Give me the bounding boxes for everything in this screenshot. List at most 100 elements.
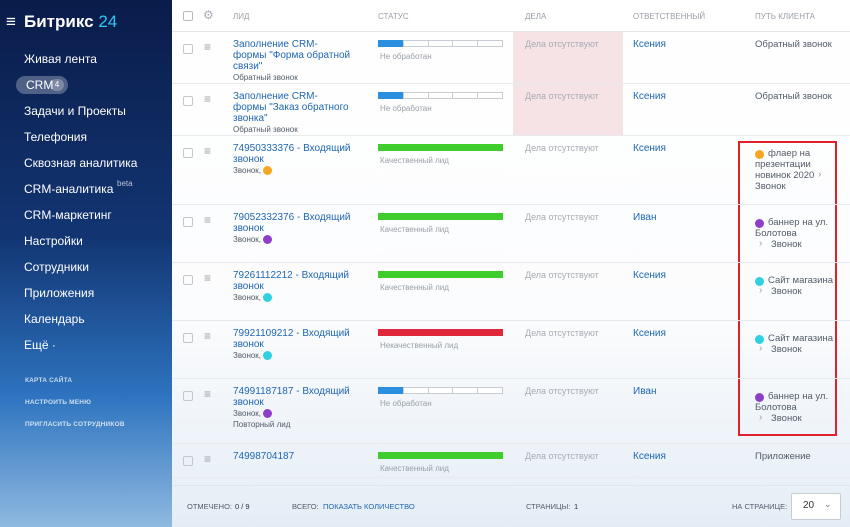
logo[interactable]: Битрикс 24 (24, 12, 117, 32)
lead-title[interactable]: 74991187187 - Входящий звонок (233, 386, 350, 408)
menu-item[interactable]: Сквозная аналитика (24, 156, 138, 170)
path-source: Обратный звонок (755, 91, 832, 102)
row-checkbox[interactable] (183, 217, 193, 227)
row-line (172, 83, 850, 84)
path-source: Обратный звонок (755, 39, 832, 50)
row-menu[interactable]: ≡ (204, 387, 212, 401)
menu-item[interactable]: CRM-маркетинг (24, 208, 112, 222)
row-line (172, 204, 850, 205)
row-line (172, 320, 850, 321)
responsible[interactable]: Ксения (633, 91, 666, 102)
status-segment-filled (427, 144, 454, 151)
menu-icon[interactable]: ≡ (6, 12, 16, 31)
row-checkbox[interactable] (183, 275, 193, 285)
menu-item[interactable]: Задачи и Проекты (24, 104, 126, 118)
row-checkbox[interactable] (183, 148, 193, 158)
source-icon (263, 166, 272, 175)
path-arrow: › (759, 412, 763, 423)
responsible[interactable]: Ксения (633, 451, 666, 462)
total-link[interactable]: ПОКАЗАТЬ КОЛИЧЕСТВО (323, 502, 415, 511)
sidebar-link[interactable]: НАСТРОИТЬ МЕНЮ (25, 399, 92, 406)
status-segment-filled (452, 144, 479, 151)
lead-subtitle: Обратный звонок (233, 125, 298, 134)
responsible[interactable]: Ксения (633, 328, 666, 339)
responsible[interactable]: Ксения (633, 143, 666, 154)
path-target: Звонок (755, 181, 786, 192)
lead-title[interactable]: 79052332376 - Входящий звонок (233, 212, 351, 234)
row-menu[interactable]: ≡ (204, 92, 212, 106)
menu-item[interactable]: CRM-аналитика (24, 182, 114, 196)
lead-title[interactable]: Заполнение CRM-формы "Форма обратной свя… (233, 39, 351, 72)
row-menu[interactable]: ≡ (204, 144, 212, 158)
responsible[interactable]: Иван (633, 212, 657, 223)
sidebar-link[interactable]: КАРТА САЙТА (25, 377, 73, 384)
status-segment (477, 387, 503, 394)
pages-value: 1 (574, 502, 579, 511)
responsible[interactable]: Ксения (633, 270, 666, 281)
activities: Дела отсутствуют (525, 212, 599, 222)
row-menu[interactable]: ≡ (204, 452, 212, 466)
row-checkbox[interactable] (183, 333, 193, 343)
status-segment (427, 92, 454, 99)
menu-item[interactable]: CRM (26, 78, 54, 92)
row-checkbox[interactable] (183, 44, 193, 54)
row-checkbox[interactable] (183, 96, 193, 106)
per-page-select[interactable] (791, 493, 841, 520)
lead-title[interactable]: 79261112212 - Входящий звонок (233, 270, 350, 292)
source-icon (263, 351, 272, 360)
menu-pill[interactable] (16, 76, 68, 94)
activities: Дела отсутствуют (525, 270, 599, 280)
menu-item[interactable]: Живая лента (24, 52, 97, 66)
status-label: Качественный лид (380, 464, 449, 473)
sidebar-link[interactable]: ПРИГЛАСИТЬ СОТРУДНИКОВ (25, 421, 125, 428)
lead-title[interactable]: Заполнение CRM-формы "Заказ обратного зв… (233, 91, 349, 124)
menu-item[interactable]: Настройки (24, 234, 83, 248)
lead-title[interactable]: 79921109212 - Входящий звонок (233, 328, 350, 350)
column-header[interactable]: ОТВЕТСТВЕННЫЙ (633, 12, 706, 21)
status-segment-filled (452, 329, 479, 336)
source-icon (263, 293, 272, 302)
column-header[interactable]: ДЕЛА (525, 12, 547, 21)
row-menu[interactable]: ≡ (204, 329, 212, 343)
status-label: Не обработан (380, 104, 432, 113)
path-arrow: › (759, 343, 763, 354)
activities: Дела отсутствуют (525, 451, 599, 461)
status-segment-filled (402, 144, 429, 151)
lead-subtitle: Звонок, (233, 351, 262, 360)
column-header[interactable]: ПУТЬ КЛИЕНТА (755, 12, 815, 21)
status-segment-filled (477, 329, 503, 336)
menu-item[interactable]: Приложения (24, 286, 95, 300)
status-segment (452, 40, 479, 47)
menu-badge: 4 (50, 79, 64, 91)
lead-extra: Повторный лид (233, 420, 291, 429)
menu-item[interactable]: Телефония (24, 130, 87, 144)
lead-title[interactable]: 74998704187 (233, 451, 295, 462)
column-header[interactable]: ЛИД (233, 12, 250, 21)
menu-item[interactable]: Сотрудники (24, 260, 89, 274)
header-line (172, 31, 850, 32)
menu-item[interactable]: Ещё · (24, 338, 56, 352)
row-menu[interactable]: ≡ (204, 271, 212, 285)
row-checkbox[interactable] (183, 391, 193, 401)
column-header[interactable]: СТАТУС (378, 12, 409, 21)
row-menu[interactable]: ≡ (204, 213, 212, 227)
status-segment-filled (378, 213, 404, 220)
menu-item[interactable]: Календарь (24, 312, 85, 326)
footer-line (172, 485, 850, 486)
lead-title[interactable]: 74950333376 - Входящий звонок (233, 143, 351, 165)
row-checkbox[interactable] (183, 456, 193, 466)
status-segment (402, 387, 429, 394)
activities-bg (513, 32, 623, 83)
total-label: ВСЕГО: (292, 502, 319, 511)
checkbox[interactable] (183, 11, 193, 21)
responsible[interactable]: Ксения (633, 39, 666, 50)
responsible[interactable]: Иван (633, 386, 657, 397)
lead-subtitle: Звонок, (233, 166, 262, 175)
selected-label: ОТМЕЧЕНО: (187, 502, 232, 511)
row-menu[interactable]: ≡ (204, 40, 212, 54)
highlight-box (738, 141, 837, 436)
status-segment-filled (427, 271, 454, 278)
settings-icon[interactable]: ⚙ (203, 8, 214, 22)
per-page-label: НА СТРАНИЦЕ: (732, 502, 788, 511)
status-segment-filled (402, 271, 429, 278)
